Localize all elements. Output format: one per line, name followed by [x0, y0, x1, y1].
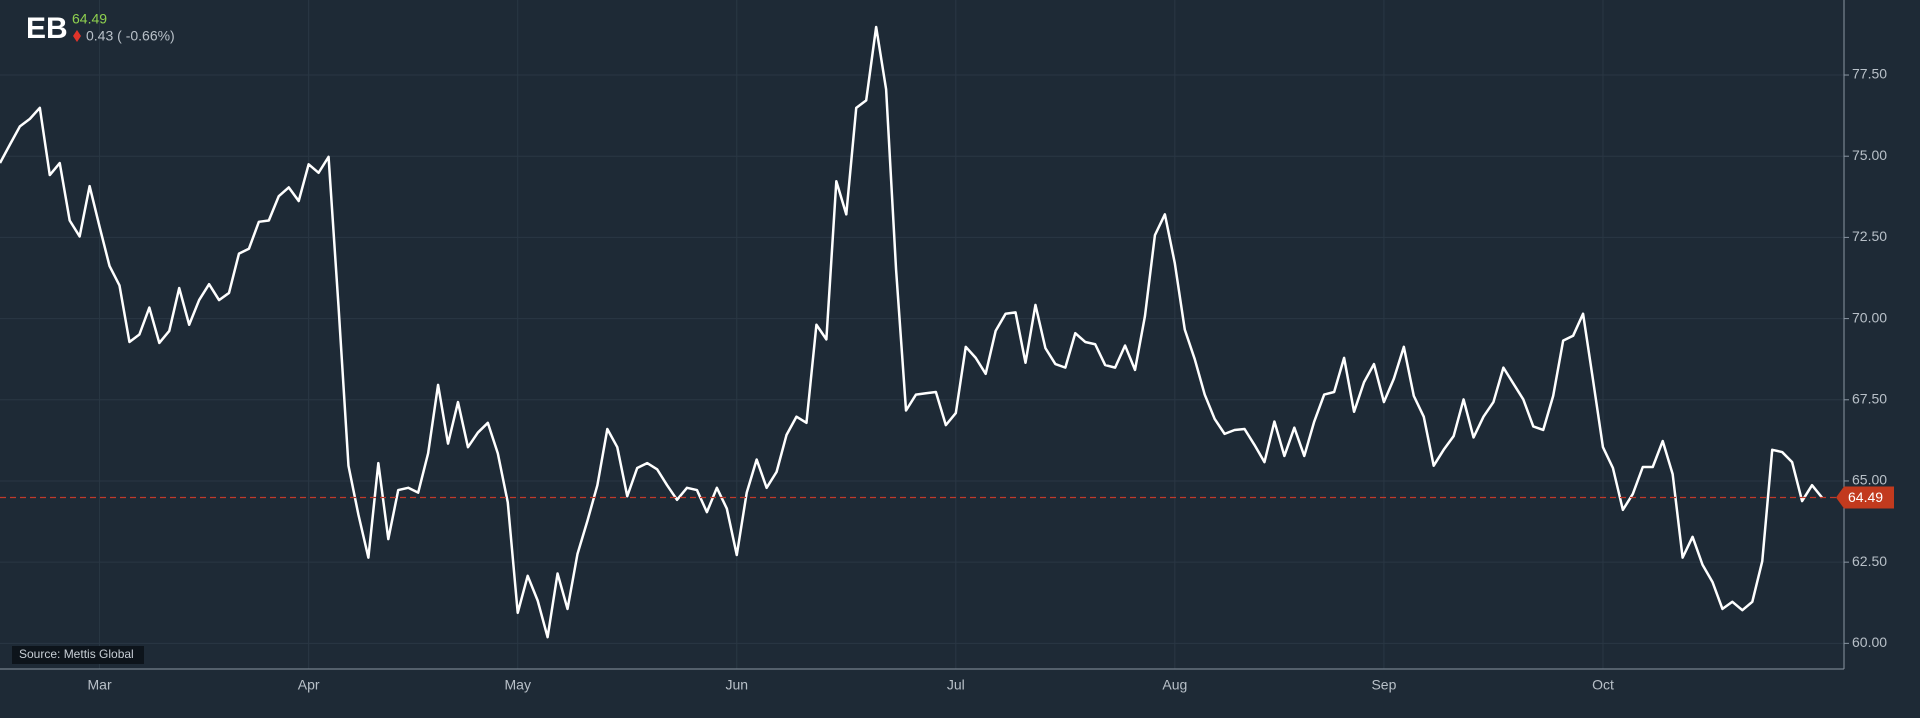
x-tick-label: Aug [1162, 677, 1187, 693]
last-price-tag [1836, 486, 1894, 509]
last-price-label: 64.49 [1848, 489, 1883, 505]
source: Source: Mettis Global [19, 647, 134, 661]
x-tick-label: Sep [1371, 677, 1396, 693]
y-tick-label: 60.00 [1852, 634, 1887, 650]
change: 0.43 ( -0.66%) [86, 28, 175, 44]
ticker: EB [26, 12, 68, 45]
x-tick-label: Apr [298, 677, 320, 693]
x-tick-label: Jul [947, 677, 965, 693]
price-line [0, 25, 1823, 639]
down-icon [73, 30, 81, 42]
y-tick-label: 70.00 [1852, 309, 1887, 325]
y-tick-label: 62.50 [1852, 553, 1887, 569]
y-tick-label: 75.00 [1852, 147, 1887, 163]
y-tick-label: 65.00 [1852, 472, 1887, 488]
x-tick-label: May [505, 677, 531, 693]
y-tick-label: 67.50 [1852, 390, 1887, 406]
price: 64.49 [72, 11, 107, 27]
grid [0, 0, 1844, 669]
x-tick-label: Jun [725, 677, 748, 693]
y-tick-label: 72.50 [1852, 228, 1887, 244]
x-tick-label: Oct [1592, 677, 1614, 693]
y-tick-label: 77.50 [1852, 66, 1887, 82]
x-tick-label: Mar [88, 677, 112, 693]
source-box [12, 646, 144, 664]
marks [0, 25, 1844, 639]
